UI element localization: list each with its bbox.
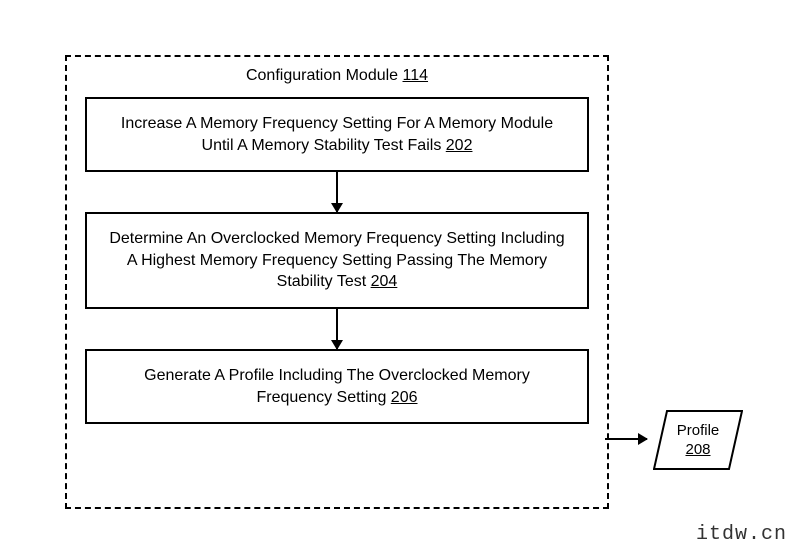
configuration-module-container: Configuration Module 114 Increase A Memo… [65, 55, 609, 509]
step-text-202: Increase A Memory Frequency Setting For … [121, 115, 553, 154]
arrow-202-to-204 [336, 172, 338, 212]
step-ref-206: 206 [391, 389, 418, 406]
step-text-204: Determine An Overclocked Memory Frequenc… [109, 230, 564, 290]
watermark-text: itdw.cn [696, 523, 787, 546]
profile-label-ref: 208 [685, 440, 710, 460]
module-title-ref: 114 [403, 67, 429, 84]
module-title: Configuration Module 114 [67, 67, 607, 85]
arrow-204-to-206 [336, 309, 338, 349]
module-title-text: Configuration Module [246, 67, 403, 84]
step-box-206: Generate A Profile Including The Overclo… [85, 349, 589, 424]
profile-label: Profile 208 [653, 410, 743, 470]
step-text-206: Generate A Profile Including The Overclo… [144, 367, 530, 406]
profile-output: Profile 208 [653, 410, 743, 470]
profile-label-text: Profile [677, 421, 720, 441]
step-ref-204: 204 [371, 273, 398, 290]
step-box-204: Determine An Overclocked Memory Frequenc… [85, 212, 589, 309]
step-ref-202: 202 [446, 137, 473, 154]
step-box-202: Increase A Memory Frequency Setting For … [85, 97, 589, 172]
arrow-206-to-profile [605, 438, 647, 440]
